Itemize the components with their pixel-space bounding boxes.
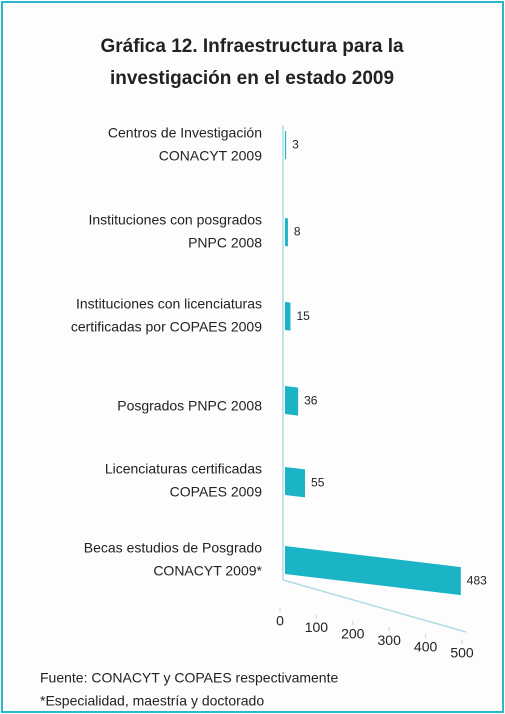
category-label: Centros de Investigación — [108, 125, 262, 141]
footnote: *Especialidad, maestría y doctorado — [40, 693, 264, 709]
value-label: 3 — [292, 137, 299, 151]
category-label: PNPC 2008 — [188, 235, 262, 251]
bar — [285, 467, 306, 498]
x-tick-label: 200 — [341, 626, 365, 642]
x-tick-label: 100 — [305, 619, 329, 635]
x-tick-label: 300 — [378, 632, 402, 648]
category-label: Instituciones con licenciaturas — [76, 296, 262, 312]
value-label: 36 — [304, 394, 318, 408]
x-tick-label: 500 — [450, 645, 474, 661]
bar — [285, 546, 461, 596]
value-label: 55 — [311, 476, 325, 490]
category-label: Becas estudios de Posgrado — [84, 540, 262, 556]
category-label: certificadas por COPAES 2009 — [71, 319, 262, 335]
value-label: 8 — [294, 225, 301, 239]
chart-title: Gráfica 12. Infraestructura para la — [100, 36, 404, 57]
bar — [285, 302, 291, 331]
source-note: Fuente: CONACYT y COPAES respectivamente — [40, 670, 338, 686]
value-label: 15 — [296, 309, 310, 323]
category-label: CONACYT 2009* — [153, 563, 262, 579]
x-tick-label: 400 — [414, 638, 438, 654]
axis-floor — [282, 579, 467, 633]
bar — [285, 386, 299, 416]
category-label: COPAES 2009 — [170, 484, 263, 500]
category-label: CONACYT 2009 — [159, 148, 262, 164]
x-tick-label: 0 — [276, 613, 284, 629]
chart-title: investigación en el estado 2009 — [110, 68, 394, 89]
category-label: Posgrados PNPC 2008 — [117, 398, 262, 414]
bar — [285, 218, 288, 247]
value-label: 483 — [467, 573, 487, 587]
category-label: Licenciaturas certificadas — [105, 461, 262, 477]
category-label: Instituciones con posgrados — [88, 212, 262, 228]
bar — [285, 131, 287, 160]
